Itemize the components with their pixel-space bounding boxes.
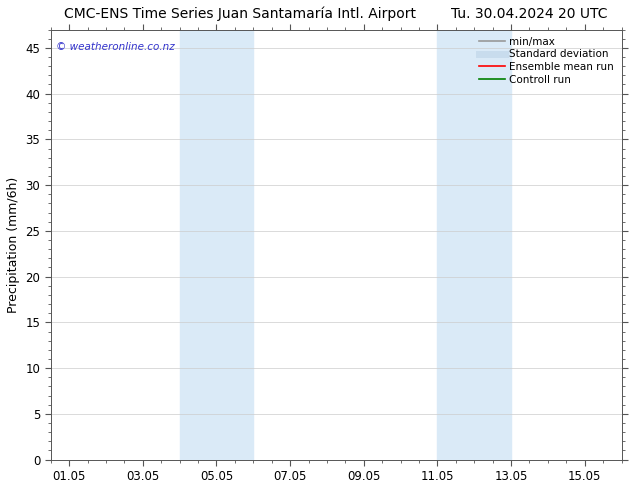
Title: CMC-ENS Time Series Juan Santamaría Intl. Airport        Tu. 30.04.2024 20 UTC: CMC-ENS Time Series Juan Santamaría Intl… xyxy=(65,7,608,22)
Legend: min/max, Standard deviation, Ensemble mean run, Controll run: min/max, Standard deviation, Ensemble me… xyxy=(475,33,618,89)
Bar xyxy=(437,29,511,460)
Text: © weatheronline.co.nz: © weatheronline.co.nz xyxy=(56,43,175,52)
Y-axis label: Precipitation (mm/6h): Precipitation (mm/6h) xyxy=(7,176,20,313)
Bar xyxy=(179,29,254,460)
